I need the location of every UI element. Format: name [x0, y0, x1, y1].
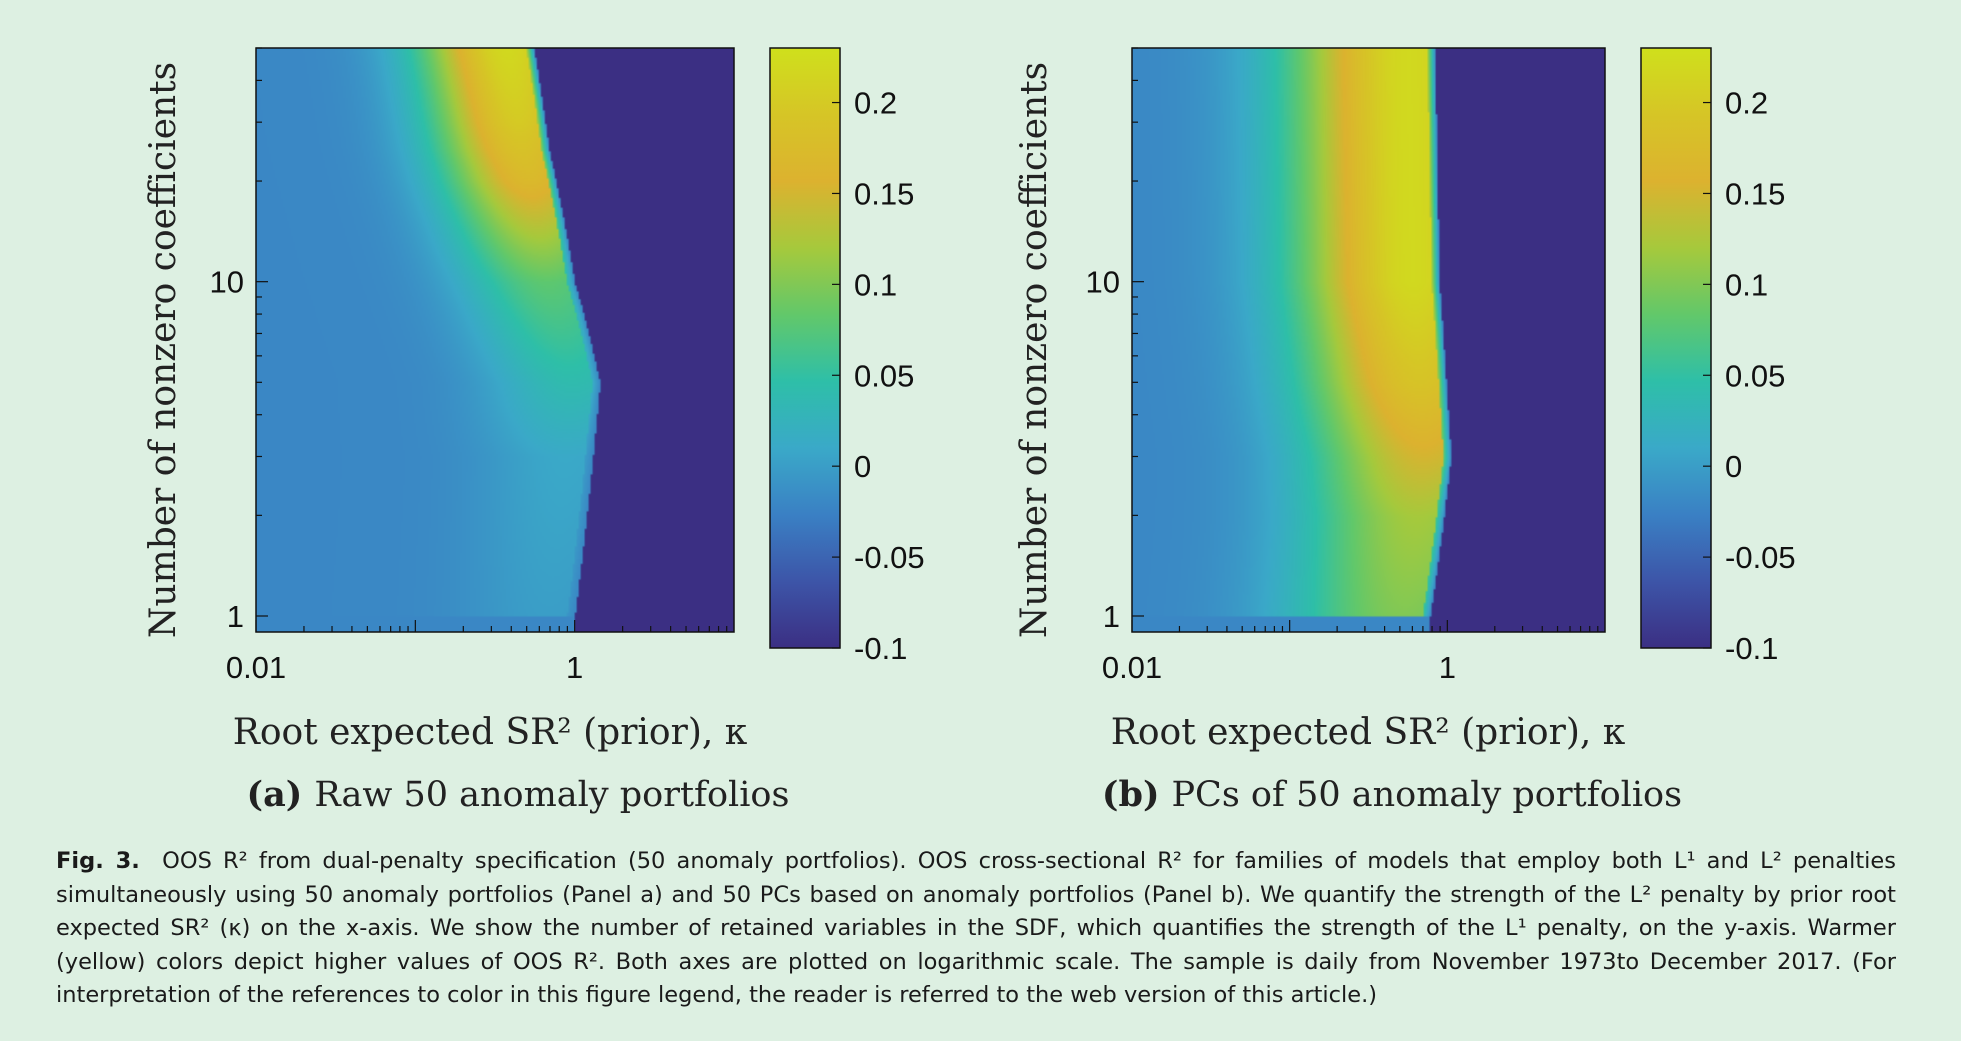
plot-frame-a: [255, 47, 735, 633]
colorbar-tick-label: 0: [854, 449, 871, 484]
y-axis-title-a: Number of nonzero coefficients: [143, 62, 184, 638]
y-tick-label: 1: [227, 599, 244, 634]
colorbar-tick-label: 0.1: [854, 267, 897, 302]
colorbar-a: [769, 47, 841, 649]
colorbar-tick-label: -0.1: [854, 631, 907, 666]
x-tick-label: 1: [566, 650, 583, 685]
figure-caption-text: OOS R² from dual-penalty specification (…: [56, 848, 1896, 1008]
x-tick-label: 0.01: [226, 650, 286, 685]
panel-label-b: (b): [1102, 774, 1160, 815]
y-tick-label: 10: [210, 265, 244, 300]
colorbar-tick-label: 0.2: [854, 86, 897, 121]
panel-a: 0.01 1 1 10 0.2 0.15 0.1 0.05 0 -0.05 -0.1 Root e…: [143, 47, 925, 815]
x-axis-title-b: Root expected SR² (prior), κ: [1111, 712, 1626, 753]
colorbar-ticks-a: 0.2 0.15 0.1 0.05 0 -0.05 -0.1: [832, 86, 925, 666]
y-tick-label: 1: [1103, 599, 1120, 634]
colorbar-tick-label: 0.1: [1725, 267, 1768, 302]
figure-caption: Fig. 3. OOS R² from dual-penalty specifi…: [56, 845, 1896, 1013]
x-tick-label: 1: [1439, 650, 1456, 685]
panel-caption-b: (b) PCs of 50 anomaly portfolios: [1102, 774, 1682, 815]
colorbar-tick-label: -0.05: [854, 540, 925, 575]
heatmap-a: [256, 48, 734, 632]
colorbar-ticks-b: 0.2 0.15 0.1 0.05 0 -0.05 -0.1: [1703, 86, 1796, 666]
colorbar-tick-label: 0: [1725, 449, 1742, 484]
x-axis-title-a: Root expected SR² (prior), κ: [233, 712, 748, 753]
colorbar-tick-label: -0.05: [1725, 540, 1796, 575]
panel-label-a: (a): [247, 774, 303, 815]
plot-frame-b: [1131, 47, 1606, 633]
y-tick-label: 10: [1086, 265, 1120, 300]
figure-label: Fig. 3.: [56, 848, 140, 874]
ticks-b: 0.01 1 1 10: [1086, 47, 1599, 685]
x-tick-label: 0.01: [1102, 650, 1162, 685]
ticks-a: 0.01 1 1 10: [210, 47, 728, 685]
colorbar-tick-label: 0.15: [854, 176, 914, 211]
heatmap-b: [1132, 48, 1605, 632]
panel-caption-a: (a) Raw 50 anomaly portfolios: [247, 774, 790, 815]
colorbar-b: [1640, 47, 1712, 649]
colorbar-tick-label: 0.2: [1725, 86, 1768, 121]
panel-title-a: Raw 50 anomaly portfolios: [314, 775, 789, 815]
panel-title-b: PCs of 50 anomaly portfolios: [1172, 775, 1683, 815]
panel-b: 0.01 1 1 10 0.2 0.15 0.1 0.05 0 -0.05 -0.1 Root e…: [1014, 47, 1796, 815]
y-axis-title-b: Number of nonzero coefficients: [1014, 62, 1055, 638]
colorbar-tick-label: 0.05: [854, 358, 914, 393]
colorbar-tick-label: 0.15: [1725, 176, 1785, 211]
colorbar-tick-label: -0.1: [1725, 631, 1778, 666]
colorbar-tick-label: 0.05: [1725, 358, 1785, 393]
